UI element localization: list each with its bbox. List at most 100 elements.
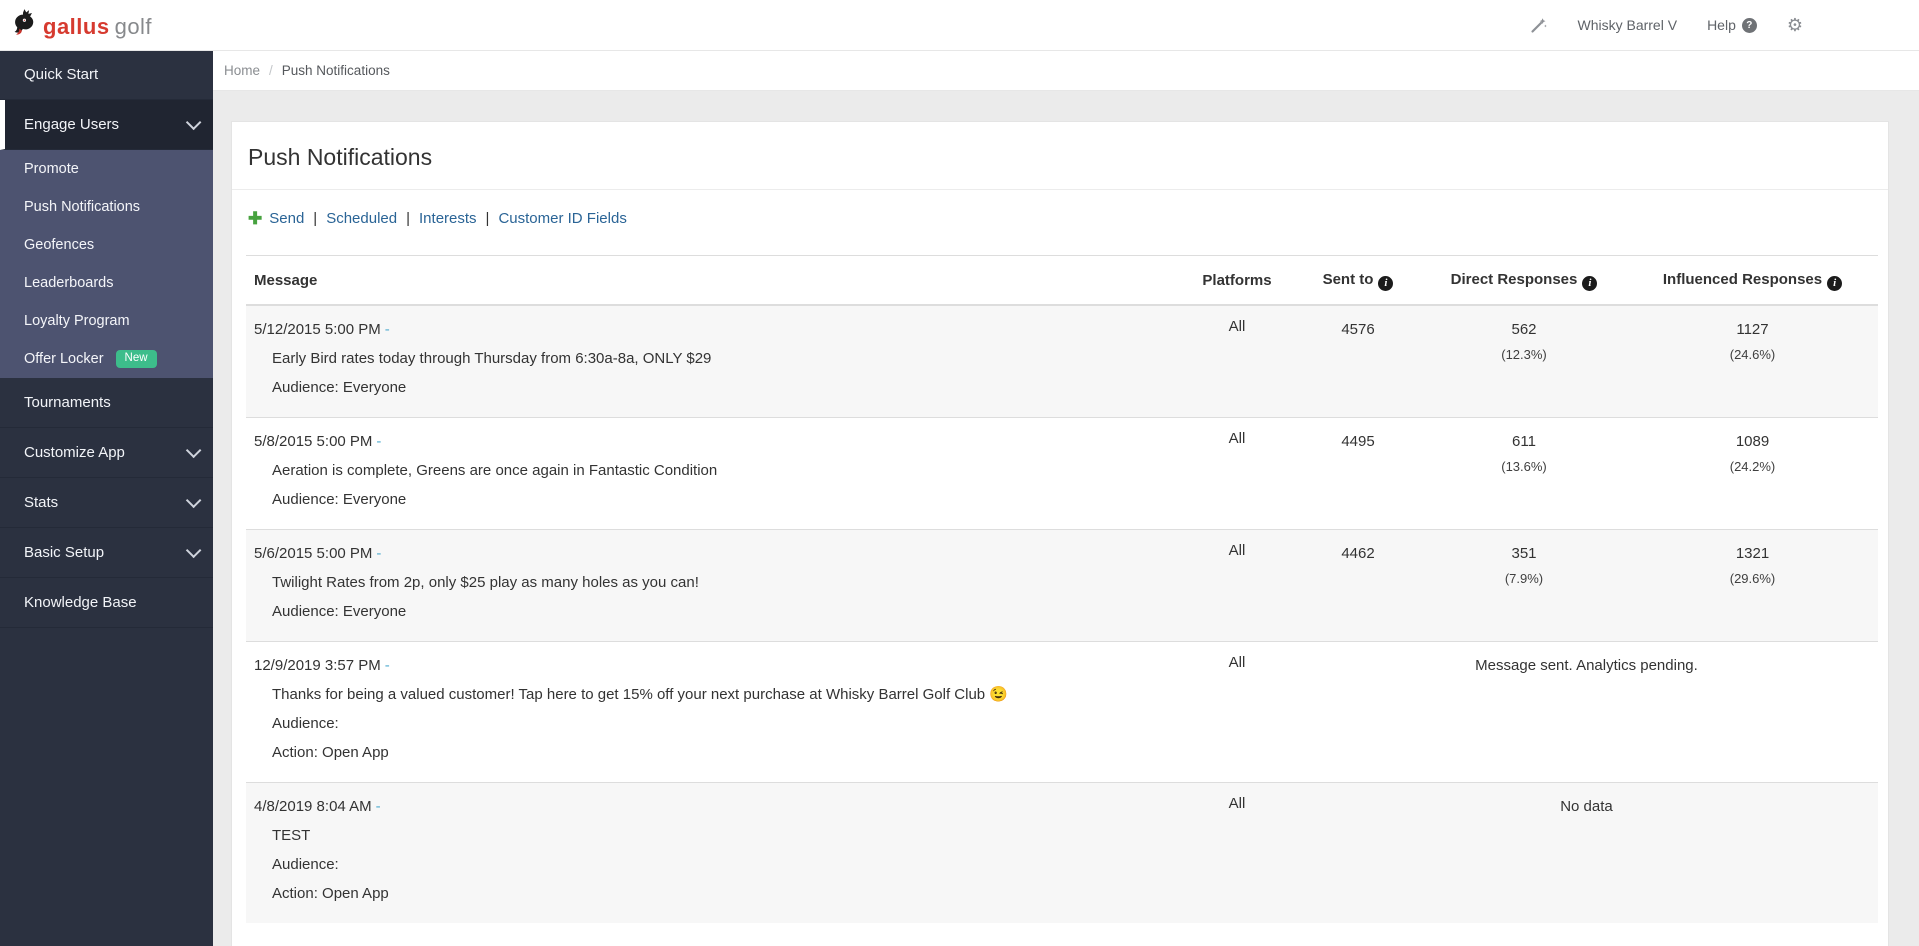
date-dash-link[interactable]: -	[376, 432, 382, 450]
sidebar-item-label: Engage Users	[24, 116, 120, 133]
help-menu[interactable]: Help ?	[1707, 17, 1757, 33]
sent-to-value: 4576	[1341, 320, 1375, 338]
column-header-sent-to: Sent to i	[1295, 255, 1421, 306]
sent-to-cell: 4462	[1295, 528, 1421, 641]
direct-responses-cell: 611 (13.6%)	[1421, 416, 1627, 529]
status-cell: Message sent. Analytics pending.	[1295, 640, 1878, 782]
scheduled-link[interactable]: Scheduled	[326, 210, 398, 227]
sidebar-item-knowledge-base[interactable]: Knowledge Base	[0, 578, 213, 628]
influenced-value: 1321	[1735, 544, 1770, 562]
sidebar-item-quick-start[interactable]: Quick Start	[0, 50, 213, 100]
date-label: 5/8/2015 5:00 PM	[254, 432, 373, 450]
date-dash-link[interactable]: -	[384, 656, 390, 674]
sidebar-subitem-label: Push Notifications	[24, 199, 141, 215]
sidebar-subitem-leaderboards[interactable]: Leaderboards	[0, 264, 213, 302]
table-row: 5/6/2015 5:00 PM - Twilight Rates from 2p…	[246, 528, 1878, 641]
influenced-responses-cell: 1127 (24.6%)	[1627, 304, 1878, 417]
direct-value: 611	[1512, 432, 1536, 450]
date-dash-link[interactable]: -	[384, 320, 390, 338]
influenced-pct: (29.6%)	[1729, 570, 1776, 586]
action-text: Action: Open App	[272, 884, 389, 902]
sidebar-item-engage-users[interactable]: Engage Users	[0, 100, 213, 150]
sidebar-subitem-label: Loyalty Program	[24, 313, 130, 329]
user-name-label: Whisky Barrel V	[1577, 17, 1678, 33]
sidebar-subitem-offer-locker[interactable]: Offer Locker New	[0, 340, 213, 378]
sidebar-item-customize-app[interactable]: Customize App	[0, 428, 213, 478]
message-cell: 12/9/2019 3:57 PM - Thanks for being a va…	[246, 640, 1179, 782]
sidebar-item-tournaments[interactable]: Tournaments	[0, 378, 213, 428]
message-date: 5/8/2015 5:00 PM -	[254, 430, 1171, 453]
sidebar-item-basic-setup[interactable]: Basic Setup	[0, 528, 213, 578]
platforms-cell: All	[1179, 528, 1295, 641]
info-icon[interactable]: i	[1582, 275, 1598, 291]
table-row: 5/12/2015 5:00 PM - Early Bird rates toda…	[246, 304, 1878, 417]
user-menu[interactable]: Whisky Barrel V	[1577, 17, 1677, 33]
action-text: Action: Open App	[272, 743, 389, 761]
direct-responses-cell: 351 (7.9%)	[1421, 528, 1627, 641]
influenced-responses-cell: 1089 (24.2%)	[1627, 416, 1878, 529]
message-date: 4/8/2019 8:04 AM -	[254, 795, 1171, 818]
new-badge: New	[115, 350, 157, 368]
date-dash-link[interactable]: -	[376, 544, 382, 562]
settings-gear-button[interactable]: ⚙	[1787, 16, 1803, 34]
column-header-label: Direct Responses	[1450, 271, 1578, 288]
sent-to-value: 4495	[1341, 432, 1375, 450]
column-header-message: Message	[246, 255, 1179, 306]
influenced-value: 1089	[1735, 432, 1770, 450]
chevron-down-icon	[185, 114, 202, 131]
column-header-platforms: Platforms	[1179, 255, 1295, 306]
breadcrumb: Home / Push Notifications	[213, 50, 1919, 91]
magic-wand-icon[interactable]	[1530, 17, 1548, 34]
brand-logo[interactable]: gallus golf	[9, 6, 152, 47]
message-text: Thanks for being a valued customer! Tap …	[272, 685, 1008, 703]
audience-text: Audience:	[272, 714, 339, 732]
chevron-down-icon	[185, 542, 202, 559]
send-link[interactable]: Send	[269, 210, 305, 227]
customer-id-fields-link[interactable]: Customer ID Fields	[498, 210, 627, 227]
audience-text: Audience: Everyone	[272, 490, 407, 508]
influenced-pct: (24.2%)	[1729, 458, 1776, 474]
page-action-links: ✚ Send | Scheduled | Interests | Custome…	[232, 190, 1888, 227]
platforms-cell: All	[1179, 304, 1295, 417]
question-circle-icon: ?	[1741, 17, 1757, 33]
date-label: 5/6/2015 5:00 PM	[254, 544, 373, 562]
sidebar-subitem-label: Leaderboards	[24, 275, 114, 291]
chevron-down-icon	[185, 492, 202, 509]
direct-responses-cell: 562 (12.3%)	[1421, 304, 1627, 417]
push-notifications-card: Push Notifications ✚ Send | Scheduled | …	[231, 121, 1889, 946]
platforms-cell: All	[1179, 416, 1295, 529]
breadcrumb-home-link[interactable]: Home	[224, 62, 261, 78]
info-icon[interactable]: i	[1827, 275, 1843, 291]
column-header-label: Influenced Responses	[1662, 271, 1823, 288]
plus-icon: ✚	[248, 209, 263, 228]
message-cell: 5/8/2015 5:00 PM - Aeration is complete, …	[246, 416, 1179, 529]
influenced-pct: (24.6%)	[1729, 346, 1776, 362]
interests-link[interactable]: Interests	[419, 210, 477, 227]
date-dash-link[interactable]: -	[375, 797, 381, 815]
help-label: Help	[1707, 17, 1736, 33]
sidebar-subitem-geofences[interactable]: Geofences	[0, 226, 213, 264]
status-cell: No data	[1295, 781, 1878, 923]
top-bar: gallus golf Whisky Barrel V Help ? ⚙	[0, 0, 1919, 51]
sidebar-item-stats[interactable]: Stats	[0, 478, 213, 528]
audience-text: Audience:	[272, 855, 339, 873]
message-cell: 4/8/2019 8:04 AM - TEST Audience: Action:…	[246, 781, 1179, 923]
direct-value: 351	[1511, 544, 1537, 562]
chevron-down-icon	[185, 442, 202, 459]
breadcrumb-separator: /	[269, 62, 273, 78]
brand-name-primary: gallus	[43, 13, 110, 39]
sidebar-subitem-push-notifications[interactable]: Push Notifications	[0, 188, 213, 226]
rooster-logo-icon	[9, 6, 43, 47]
sidebar-subitem-label: Geofences	[24, 237, 95, 253]
sent-to-cell: 4576	[1295, 304, 1421, 417]
action-separator: |	[406, 210, 411, 227]
sidebar-subitem-promote[interactable]: Promote	[0, 150, 213, 188]
table-row: 4/8/2019 8:04 AM - TEST Audience: Action:…	[246, 781, 1878, 923]
breadcrumb-current: Push Notifications	[281, 62, 390, 78]
table-row: 12/9/2019 3:57 PM - Thanks for being a va…	[246, 640, 1878, 782]
sidebar-subitem-loyalty-program[interactable]: Loyalty Program	[0, 302, 213, 340]
sent-to-cell: 4495	[1295, 416, 1421, 529]
info-icon[interactable]: i	[1378, 275, 1394, 291]
column-header-direct-responses: Direct Responses i	[1421, 255, 1627, 306]
direct-pct: (7.9%)	[1504, 570, 1544, 586]
